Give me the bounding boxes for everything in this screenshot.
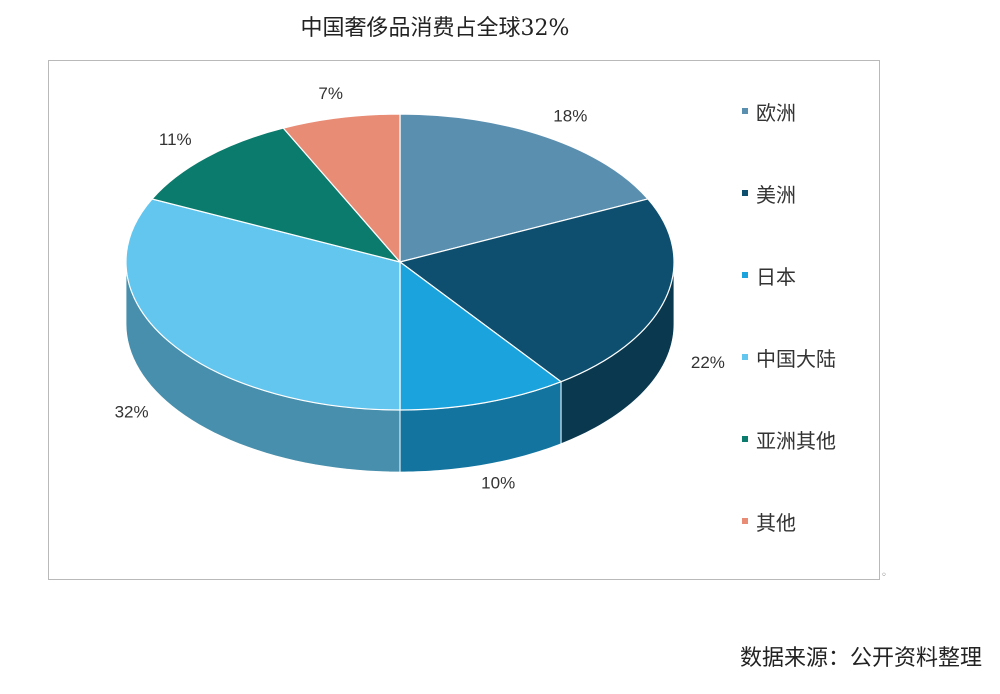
legend-label: 中国大陆 xyxy=(756,346,836,371)
legend-item-other-asia: 亚洲其他 xyxy=(742,424,836,454)
legend-item-americas: 美洲 xyxy=(742,178,836,208)
legend-item-china-mainland: 中国大陆 xyxy=(742,342,836,372)
legend-item-europe: 欧洲 xyxy=(742,96,836,126)
data-label: 22% xyxy=(691,353,725,372)
legend-label: 美洲 xyxy=(756,182,796,207)
chart-frame xyxy=(48,60,880,580)
chart-title: 中国奢侈品消费占全球32% xyxy=(300,16,570,41)
legend-marker xyxy=(742,190,748,196)
data-label: 7% xyxy=(318,84,343,103)
data-label: 11% xyxy=(159,130,192,149)
legend: 欧洲 美洲 日本 中国大陆 亚洲其他 其他 xyxy=(742,96,836,588)
legend-item-other: 其他 xyxy=(742,506,836,536)
pie-slice xyxy=(398,198,675,383)
corner-mark: ◦ xyxy=(881,570,887,581)
data-label: 18% xyxy=(553,106,587,125)
legend-label: 其他 xyxy=(756,510,796,535)
pie-slice xyxy=(150,127,402,264)
legend-marker xyxy=(742,436,748,442)
legend-marker xyxy=(742,354,748,360)
legend-marker xyxy=(742,518,748,524)
legend-label: 日本 xyxy=(756,264,796,289)
legend-label: 欧洲 xyxy=(756,100,796,125)
data-label: 32% xyxy=(115,402,149,421)
pie-slice xyxy=(282,113,401,264)
pie-slice xyxy=(125,198,401,411)
legend-marker xyxy=(742,272,748,278)
legend-label: 亚洲其他 xyxy=(756,428,836,453)
pie-slice xyxy=(399,260,563,411)
legend-item-japan: 日本 xyxy=(742,260,836,290)
source-note: 数据来源：公开资料整理 xyxy=(739,646,982,671)
legend-marker xyxy=(742,108,748,114)
pie-slice xyxy=(399,113,650,263)
data-label: 10% xyxy=(481,474,515,493)
